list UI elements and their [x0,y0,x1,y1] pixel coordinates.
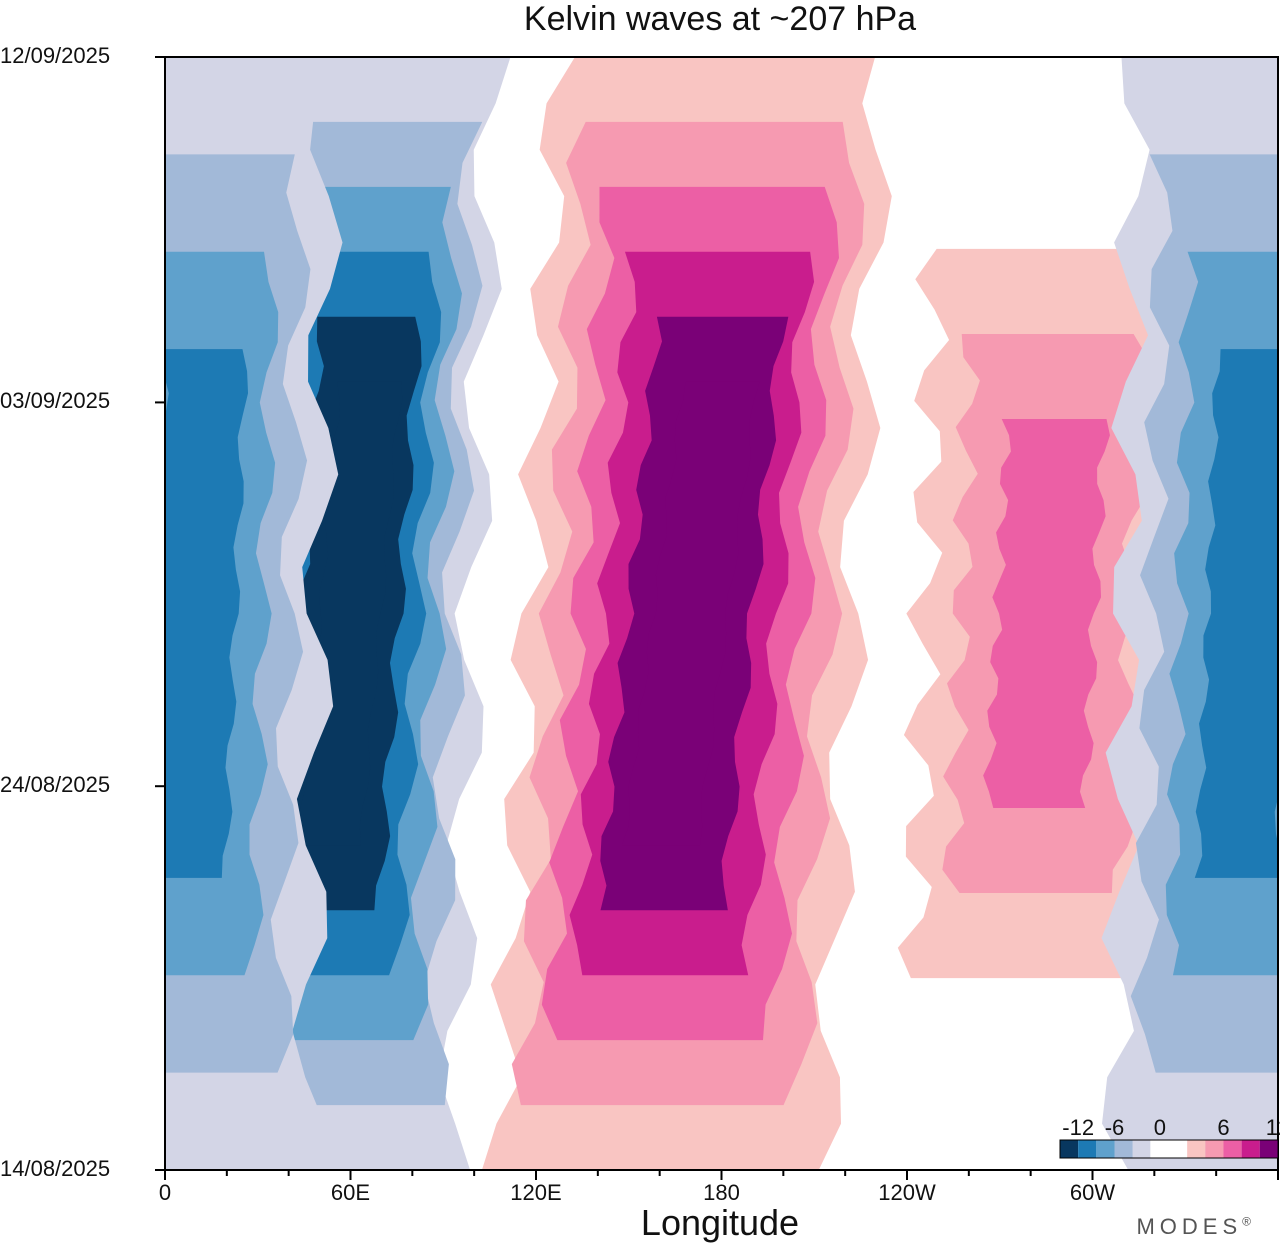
colorbar-label: -6 [1104,1115,1125,1140]
colorbar-swatch [1060,1140,1079,1158]
x-tick-label: 60E [330,1180,371,1205]
y-tick-label: 24/08/2025 [0,772,111,798]
contour-band-negative--8 [165,349,249,878]
colorbar-swatch [1150,1139,1170,1159]
chart-title: Kelvin waves at ~207 hPa [523,0,917,38]
modes-logo: MODES® [1136,1214,1256,1240]
contour-band-positive-6 [983,419,1110,808]
x-axis-label: Longitude [640,1202,800,1243]
colorbar-swatch [1168,1139,1188,1159]
colorbar-frame [1059,1139,1279,1159]
x-tick-label: 180 [703,1180,740,1205]
x-tick-label: 120E [510,1180,562,1205]
colorbar-swatch [1241,1140,1260,1158]
colorbar-swatch [1223,1140,1242,1158]
colorbar-swatch [1132,1140,1151,1158]
colorbar-label: 6 [1217,1115,1230,1140]
contour-band-negative--8 [1194,349,1278,878]
x-tick-label: 60W [1069,1180,1116,1205]
colorbar-swatch [1096,1140,1115,1158]
y-tick-label: 03/09/2025 [0,388,111,414]
contour-fills [165,57,1278,1170]
x-tick-label: 120W [878,1180,936,1205]
colorbar-label: 0 [1153,1115,1167,1140]
contour-band-negative--12 [300,381,403,846]
colorbar-swatch [1078,1140,1097,1158]
colorbar [1059,1139,1279,1159]
colorbar-swatch [1114,1140,1133,1158]
y-tick-label: 12/09/2025 [0,43,111,68]
y-axis-ticks [155,56,165,1171]
colorbar-label: -12 [1062,1115,1095,1140]
logo-text: MODES [1136,1214,1243,1239]
x-axis-ticks [164,1170,1279,1180]
colorbar-swatch [1259,1140,1278,1158]
y-tick-label: 14/08/2025 [0,1156,111,1181]
plot-area [165,57,1278,1170]
colorbar-swatch [1205,1140,1224,1158]
colorbar-label: 12 [1265,1115,1280,1140]
x-tick-label: 0 [158,1180,172,1205]
colorbar-swatch [1187,1140,1206,1158]
logo-mark: ® [1242,1214,1256,1229]
contour-band-positive-12 [621,381,760,846]
